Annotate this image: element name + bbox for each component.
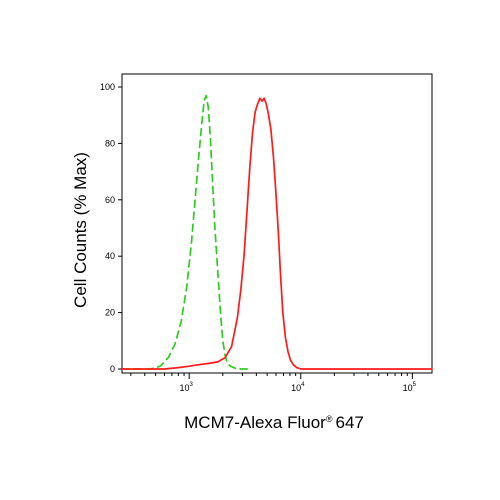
y-tick-label: 60 [105,195,115,205]
x-tick-label: 105 [403,382,417,393]
y-tick-label: 100 [100,82,115,92]
y-axis: 0 20 40 60 80 100 [100,82,122,374]
y-tick-label: 0 [110,364,115,374]
y-axis-title: Cell Counts (% Max) [71,152,90,308]
y-tick-label: 20 [105,308,115,318]
x-tick-label: 104 [291,382,305,393]
x-tick-label: 103 [180,382,194,393]
x-axis-title-mark: ® [326,414,333,424]
x-axis: 103 104 105 [130,373,417,393]
x-axis-title-suffix: 647 [335,413,363,432]
y-tick-label: 40 [105,251,115,261]
series-line-control [121,94,251,370]
x-axis-title-main: MCM7-Alexa Fluor [184,413,326,432]
plot-area-border [121,73,433,374]
series-layer [121,94,433,370]
x-axis-title: MCM7-Alexa Fluor® 647 [184,413,364,432]
plot-frame [121,73,433,374]
series-line-sample [121,97,433,370]
y-tick-label: 80 [105,138,115,148]
